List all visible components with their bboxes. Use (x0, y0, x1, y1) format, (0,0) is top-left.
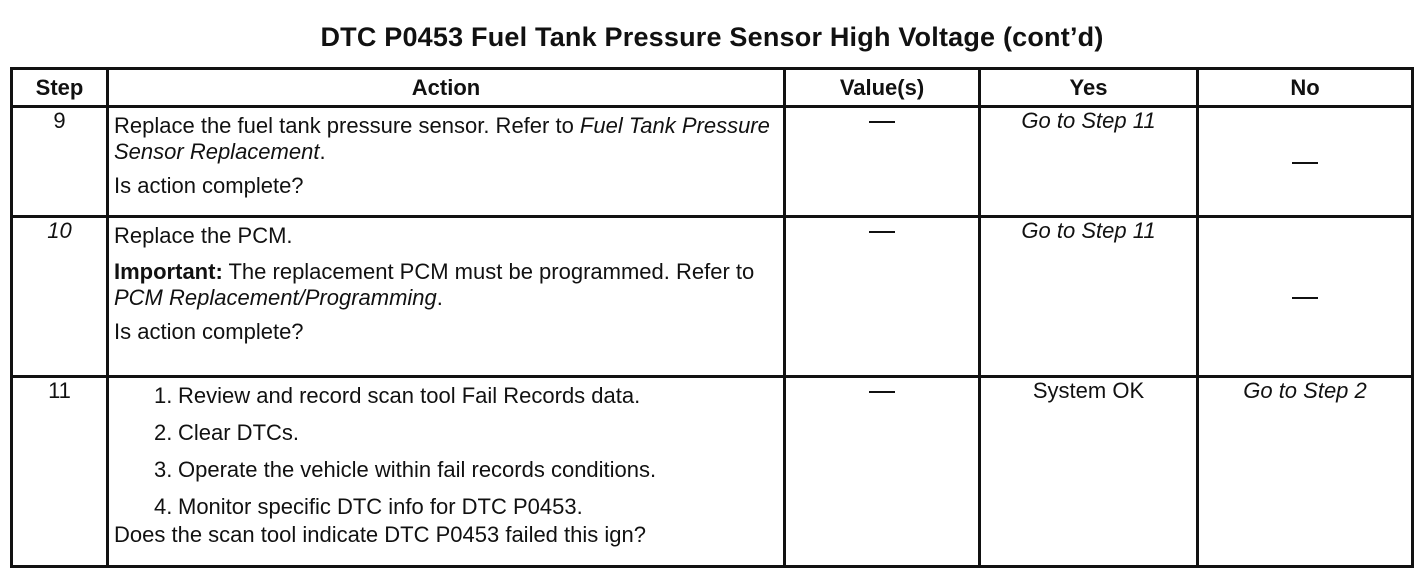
table-header-row: Step Action Value(s) Yes No (10, 67, 1414, 108)
header-no: No (1196, 67, 1414, 108)
action-instruction: Replace the fuel tank pressure sensor. R… (114, 113, 777, 165)
no-cell (1196, 215, 1414, 378)
action-question: Does the scan tool indicate DTC P0453 fa… (114, 522, 646, 547)
action-end: . (319, 139, 326, 164)
diagnostic-table: Step Action Value(s) Yes No 9 Replace th… (10, 67, 1414, 568)
step-number: 11 (10, 375, 109, 568)
list-item: 1. Review and record scan tool Fail Recor… (154, 383, 777, 409)
list-item: 3. Operate the vehicle within fail record… (154, 457, 777, 483)
substep-text: Clear DTCs. (178, 420, 300, 445)
substep-number: 4. (154, 494, 173, 519)
no-cell (1196, 105, 1414, 218)
no-cell: Go to Step 2 (1196, 375, 1414, 568)
substep-number: 1. (154, 383, 173, 408)
dash-mark (869, 121, 895, 124)
value-cell (783, 215, 981, 378)
value-cell (783, 105, 981, 218)
substep-text: Review and record scan tool Fail Records… (178, 383, 641, 408)
header-step: Step (10, 67, 109, 108)
table-row: 10 Replace the PCM. Important: The repla… (10, 215, 1414, 378)
substep-number: 3. (154, 457, 173, 482)
step-number: 9 (10, 105, 109, 218)
action-question: Is action complete? (114, 173, 304, 198)
yes-cell: Go to Step 11 (978, 215, 1199, 378)
dash-mark (869, 231, 895, 234)
table-row: 11 1. Review and record scan tool Fail Re… (10, 375, 1414, 568)
important-end: . (436, 285, 443, 310)
action-question: Is action complete? (114, 319, 304, 344)
procedure-reference-link[interactable]: PCM Replacement/Programming (114, 285, 437, 310)
action-cell: Replace the fuel tank pressure sensor. R… (106, 105, 786, 218)
header-action: Action (106, 67, 786, 108)
yes-cell: Go to Step 11 (978, 105, 1199, 218)
action-cell: Replace the PCM. Important: The replacem… (106, 215, 786, 378)
list-item: 4. Monitor specific DTC info for DTC P045… (154, 494, 777, 520)
yes-cell: System OK (978, 375, 1199, 568)
value-cell (783, 375, 981, 568)
substep-number: 2. (154, 420, 173, 445)
table-row: 9 Replace the fuel tank pressure sensor.… (10, 105, 1414, 218)
step-number: 10 (10, 215, 109, 378)
substep-text: Monitor specific DTC info for DTC P0453. (178, 494, 583, 519)
action-instruction: Replace the PCM. (114, 223, 293, 248)
action-text: Replace the fuel tank pressure sensor. R… (114, 113, 580, 138)
page-title: DTC P0453 Fuel Tank Pressure Sensor High… (320, 22, 1104, 52)
procedure-reference-link[interactable]: Fuel Tank Pressure Sensor Replacement (114, 113, 770, 164)
list-item: 2. Clear DTCs. (154, 420, 777, 446)
header-values: Value(s) (783, 67, 981, 108)
action-cell: 1. Review and record scan tool Fail Recor… (106, 375, 786, 568)
substep-list: 1. Review and record scan tool Fail Recor… (114, 383, 777, 520)
dash-mark (1292, 296, 1318, 299)
important-label: Important: (114, 259, 223, 284)
substep-text: Operate the vehicle within fail records … (178, 457, 657, 482)
header-yes: Yes (978, 67, 1199, 108)
dash-mark (1292, 161, 1318, 164)
important-note: Important: The replacement PCM must be p… (114, 259, 777, 311)
important-text: The replacement PCM must be programmed. … (222, 259, 755, 284)
dash-mark (869, 391, 895, 394)
